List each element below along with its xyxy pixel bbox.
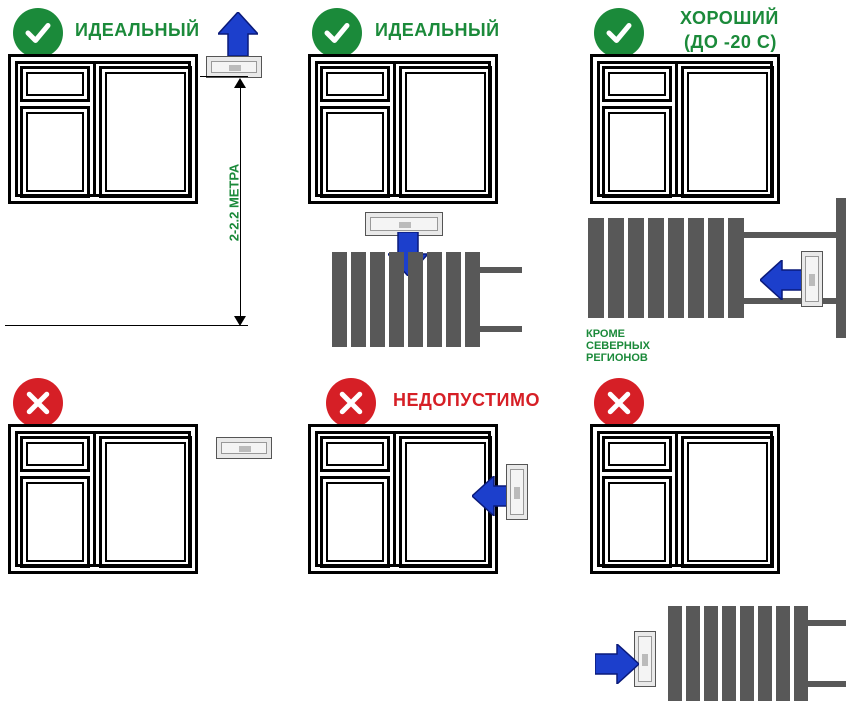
floor-line xyxy=(5,325,200,326)
panel-5-label: НЕДОПУСТИМО xyxy=(393,390,540,411)
dimension-text: 2-2.2 МЕТРА xyxy=(226,164,241,242)
window xyxy=(590,424,780,574)
arrow-left-icon xyxy=(760,260,804,305)
panel-3-label-line1: ХОРОШИЙ xyxy=(680,8,779,29)
panel-3-subtext: КРОМЕ СЕВЕРНЫХ РЕГИОНОВ xyxy=(586,328,650,364)
radiator xyxy=(332,252,522,347)
arrow-right-icon xyxy=(595,644,639,689)
arrow-up-icon xyxy=(218,12,258,61)
cross-icon xyxy=(13,378,63,428)
cross-icon xyxy=(326,378,376,428)
valve-device xyxy=(801,251,823,307)
check-icon xyxy=(13,8,63,58)
panel-1-label: ИДЕАЛЬНЫЙ xyxy=(75,20,200,41)
window xyxy=(8,54,198,204)
panel-3-label-line2: (ДО -20 С) xyxy=(684,32,777,53)
valve-device xyxy=(216,437,272,459)
panel-2-label: ИДЕАЛЬНЫЙ xyxy=(375,20,500,41)
valve-device xyxy=(206,56,262,78)
radiator xyxy=(668,606,858,701)
window xyxy=(8,424,198,574)
window xyxy=(308,54,498,204)
window xyxy=(308,424,498,574)
check-icon xyxy=(594,8,644,58)
check-icon xyxy=(312,8,362,58)
cross-icon xyxy=(594,378,644,428)
valve-device xyxy=(506,464,528,520)
window xyxy=(590,54,780,204)
